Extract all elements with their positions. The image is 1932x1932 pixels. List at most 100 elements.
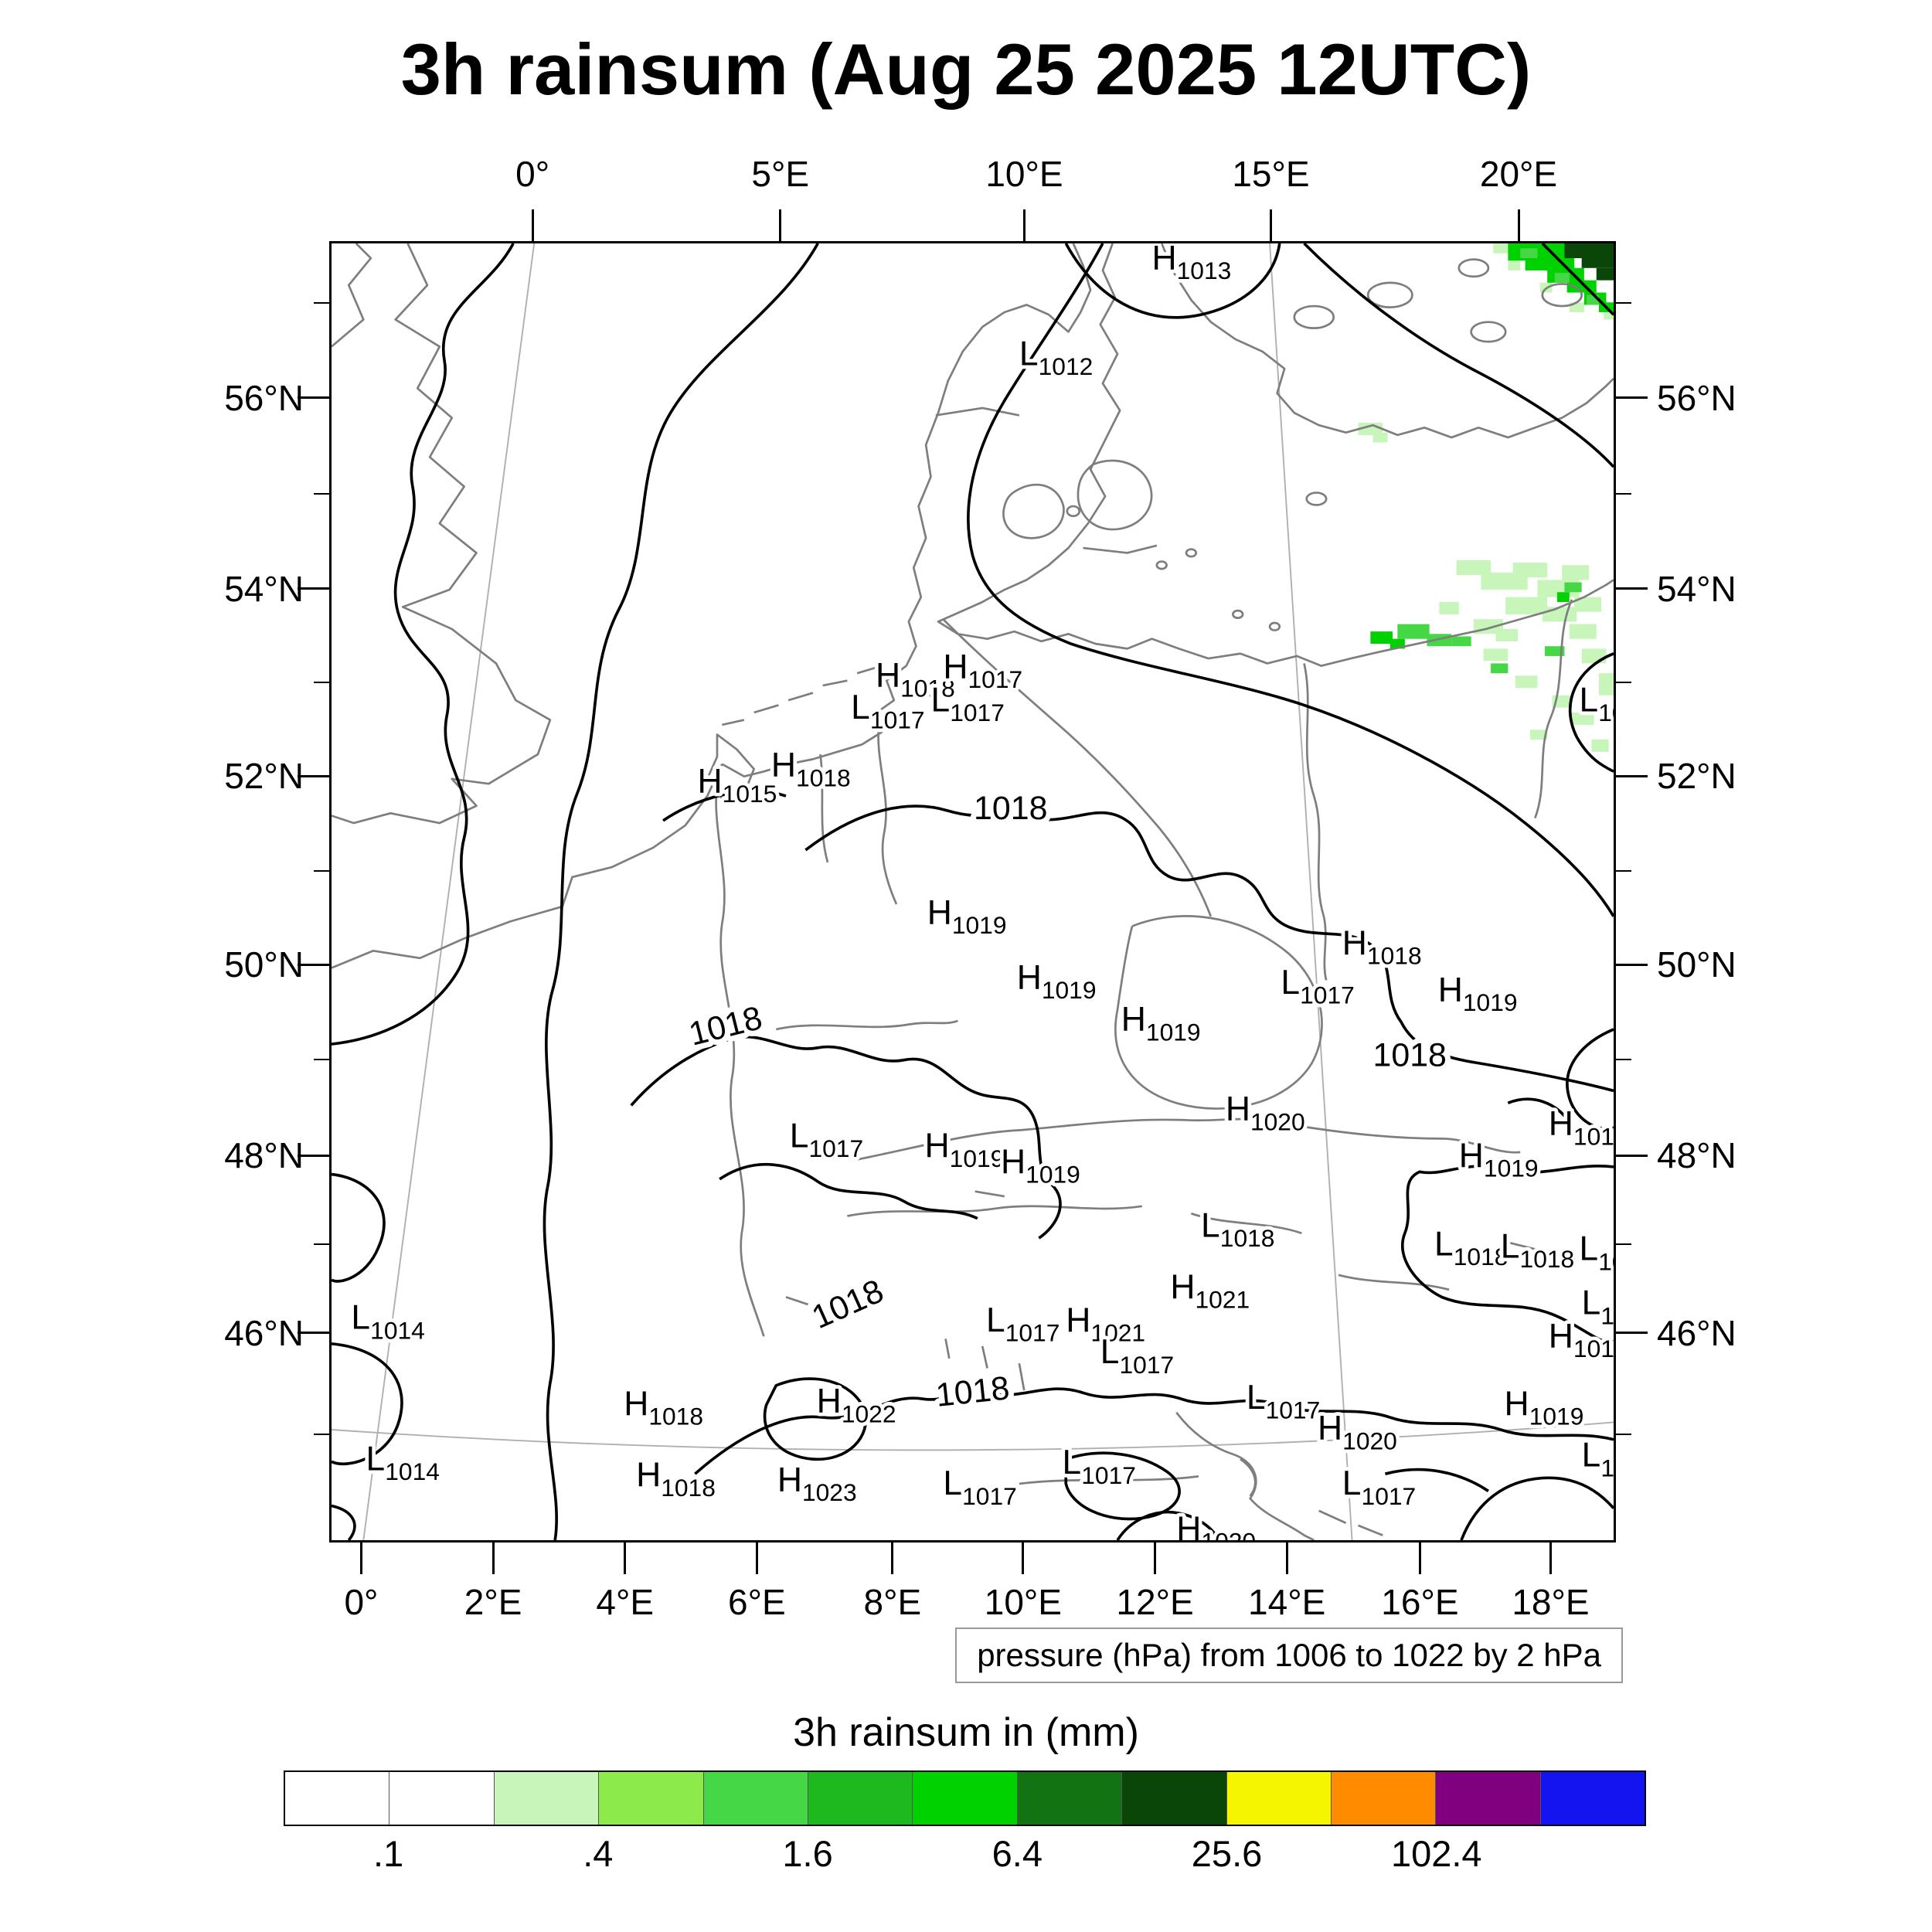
coastline bbox=[822, 679, 848, 687]
rain-cell-light bbox=[1439, 601, 1459, 614]
coastline bbox=[935, 406, 1020, 417]
coastline bbox=[981, 1345, 988, 1369]
axis-tick-label: 4°E bbox=[596, 1582, 655, 1622]
pressure-center-label: L1017 bbox=[1582, 1284, 1614, 1330]
coastline bbox=[942, 618, 1213, 917]
rain-cell-very-heavy bbox=[1596, 267, 1614, 281]
pressure-center-label: H1019 bbox=[1505, 1385, 1584, 1430]
axis-tick bbox=[891, 1543, 894, 1574]
map-plot-area: 1018 1018 1018 1018 1018 H1013 L1012 H1018 H1017… bbox=[329, 241, 1616, 1543]
coastline bbox=[1114, 915, 1323, 1110]
isobar-contour bbox=[1541, 243, 1614, 316]
isobar-contour bbox=[1303, 243, 1614, 468]
colorbar-cell bbox=[599, 1772, 704, 1825]
axis-tick bbox=[1269, 209, 1272, 241]
axis-tick bbox=[298, 1154, 329, 1157]
axis-tick-label: 5°E bbox=[751, 154, 810, 194]
rain-cell-moderate bbox=[1545, 646, 1565, 656]
axis-tick-label: 14°E bbox=[1248, 1582, 1326, 1622]
rain-cell-light bbox=[1574, 597, 1602, 612]
axis-minor-tick bbox=[314, 1433, 329, 1435]
pressure-center-label: L1017 bbox=[1342, 1464, 1416, 1510]
axis-tick bbox=[1022, 1543, 1025, 1574]
axis-tick-label: 46°N bbox=[1657, 1312, 1736, 1353]
axis-minor-tick bbox=[314, 492, 329, 495]
axis-minor-tick bbox=[314, 1243, 329, 1246]
pressure-center-label: H1019 bbox=[927, 893, 1007, 939]
pressure-center-label: H1018 bbox=[771, 747, 851, 792]
axis-tick-label: 50°N bbox=[224, 944, 304, 985]
axis-tick-label: 15°E bbox=[1232, 154, 1310, 194]
axis-tick-label: 10°E bbox=[985, 154, 1063, 194]
isobar-contour bbox=[804, 804, 1614, 1093]
rain-cell-light bbox=[1515, 675, 1538, 689]
rain-cell-very-heavy bbox=[1581, 255, 1614, 268]
coastline bbox=[715, 768, 765, 1337]
pressure-center-label: H1019 bbox=[1438, 971, 1518, 1016]
axis-tick-label: 18°E bbox=[1512, 1582, 1590, 1622]
colorbar-tick-label: .1 bbox=[373, 1833, 404, 1874]
colorbar-labels: .1 .4 1.6 6.4 25.6 102.4 bbox=[284, 1832, 1646, 1879]
colorbar-cell bbox=[1436, 1772, 1541, 1825]
isobar-contour bbox=[1400, 1164, 1614, 1344]
pressure-caption-text: pressure (hPa) from 1006 to 1022 by 2 hP… bbox=[977, 1637, 1601, 1673]
axis-tick-label: 20°E bbox=[1479, 154, 1558, 194]
axis-tick bbox=[779, 209, 782, 241]
axis-minor-tick bbox=[314, 869, 329, 872]
rain-cell-light bbox=[1571, 713, 1594, 725]
isobar-contour bbox=[1384, 1468, 1489, 1492]
axis-minor-tick bbox=[314, 301, 329, 304]
rain-cell-light bbox=[1591, 739, 1609, 752]
isobar-contour bbox=[1064, 1451, 1181, 1521]
pressure-center-label: L1017 bbox=[1247, 1379, 1320, 1424]
coastline bbox=[856, 1117, 1521, 1161]
coastline bbox=[1175, 1411, 1315, 1540]
pressure-center-label: L1012 bbox=[1019, 335, 1093, 380]
rain-cell-light bbox=[1529, 730, 1548, 740]
pressure-center-label: H1020 bbox=[1176, 1510, 1256, 1540]
axis-tick bbox=[755, 1543, 758, 1574]
coastline bbox=[332, 764, 723, 969]
coastline bbox=[332, 243, 372, 348]
coastline bbox=[1077, 459, 1153, 531]
isobar-contour bbox=[630, 1035, 1062, 1240]
coastline bbox=[856, 665, 883, 675]
axis-tick bbox=[1154, 1543, 1157, 1574]
contour-value-label: 1018 bbox=[934, 1369, 1012, 1414]
pressure-center-label: H1019 bbox=[1017, 959, 1097, 1005]
isobar-contour bbox=[1116, 1510, 1220, 1540]
rain-cell-heavy bbox=[1525, 255, 1575, 270]
isobar-contour bbox=[694, 1387, 1614, 1475]
axis-tick bbox=[624, 1543, 627, 1574]
axis-tick-label: 12°E bbox=[1116, 1582, 1194, 1622]
pressure-center-label: H1023 bbox=[777, 1461, 857, 1506]
axis-tick-label: 10°E bbox=[984, 1582, 1062, 1622]
axis-minor-tick bbox=[1616, 492, 1631, 495]
axis-tick bbox=[1616, 774, 1648, 777]
axis-tick-label: 54°N bbox=[224, 568, 304, 609]
coastline bbox=[1318, 1509, 1347, 1524]
colorbar-cell bbox=[1122, 1772, 1227, 1825]
pressure-center-label: L1017 bbox=[790, 1117, 863, 1163]
isobar-contour bbox=[719, 1162, 978, 1220]
rain-cell-light bbox=[1456, 560, 1492, 576]
axis-tick bbox=[359, 1543, 362, 1574]
pressure-caption: pressure (hPa) from 1006 to 1022 by 2 hP… bbox=[955, 1628, 1623, 1683]
axis-tick-label: 0° bbox=[515, 154, 550, 194]
island-or-lake bbox=[1185, 548, 1198, 558]
axis-tick-label: 8°E bbox=[863, 1582, 922, 1622]
pressure-center-label: L1017 bbox=[1580, 1230, 1614, 1276]
isobar-contour bbox=[967, 243, 1614, 917]
coastline bbox=[1160, 243, 1614, 439]
coastline bbox=[753, 704, 779, 714]
coastline bbox=[1303, 663, 1328, 981]
rain-cell-light bbox=[1569, 624, 1597, 639]
isobar-contour bbox=[332, 1504, 356, 1540]
axis-tick bbox=[1285, 1543, 1288, 1574]
contour-value-label: 1018 bbox=[685, 999, 766, 1053]
rain-cell-light bbox=[1562, 565, 1590, 580]
axis-minor-tick bbox=[1616, 1058, 1631, 1060]
axis-tick-label: 52°N bbox=[1657, 756, 1736, 797]
rain-cell-moderate bbox=[1491, 663, 1509, 674]
isobar-contour bbox=[1568, 652, 1614, 773]
